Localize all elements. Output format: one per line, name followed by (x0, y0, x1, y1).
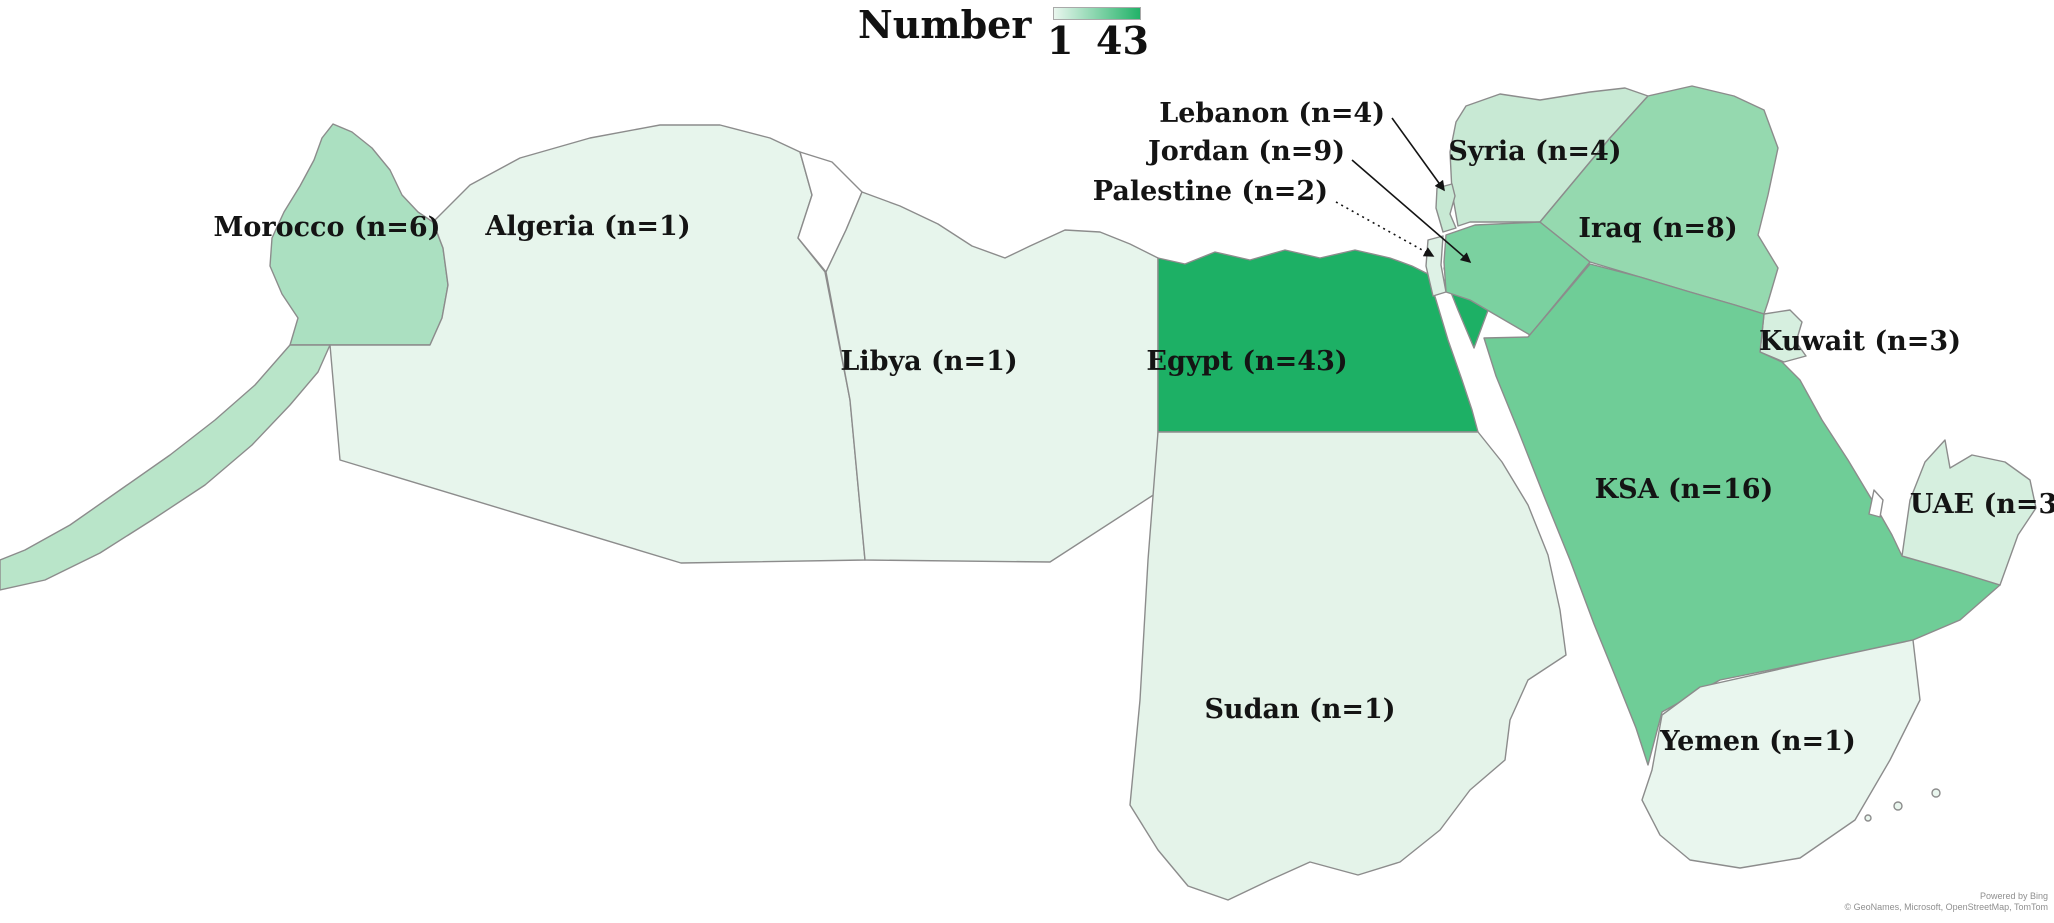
label-yemen: Yemen (n=1) (1659, 726, 1855, 757)
label-egypt: Egypt (n=43) (1146, 346, 1347, 377)
callout-arrow-jordan (1351, 159, 1472, 264)
label-sudan: Sudan (n=1) (1204, 694, 1395, 725)
legend-min-value: 1 (1047, 18, 1074, 63)
country-libya (825, 191, 1159, 563)
label-lebanon: Lebanon (n=4) (1159, 98, 1385, 129)
country-algeria (329, 124, 866, 564)
label-morocco: Morocco (n=6) (213, 212, 440, 243)
country-iraq (1539, 85, 1779, 315)
label-palestine: Palestine (n=2) (1093, 176, 1328, 207)
legend-max-value: 43 (1096, 18, 1149, 63)
island-speck (1893, 801, 1903, 811)
callout-arrow-lebanon (1391, 117, 1445, 192)
label-ksa: KSA (n=16) (1595, 474, 1774, 505)
legend-gradient-bar (1053, 7, 1141, 20)
country-qatar-unshaded (1868, 489, 1884, 518)
label-syria: Syria (n=4) (1448, 136, 1621, 167)
label-jordan: Jordan (n=9) (1146, 136, 1345, 167)
label-kuwait: Kuwait (n=3) (1759, 326, 1961, 357)
island-speck (1864, 814, 1872, 822)
island-speck (1931, 788, 1941, 798)
label-uae: UAE (n=3) (1910, 489, 2054, 520)
country-western-sahara (0, 344, 331, 591)
country-lebanon (1435, 183, 1457, 233)
attribution-powered-by: Powered by Bing (1979, 891, 2048, 901)
country-yemen (1641, 639, 1921, 869)
label-iraq: Iraq (n=8) (1578, 213, 1737, 244)
country-uae (1901, 439, 2037, 586)
label-algeria: Algeria (n=1) (484, 211, 690, 242)
legend-title: Number (858, 2, 1032, 47)
label-libya: Libya (n=1) (840, 346, 1017, 377)
map-attribution: Powered by Bing © GeoNames, Microsoft, O… (1844, 891, 2048, 913)
callout-arrow-palestine (1335, 201, 1435, 257)
attribution-copyright: © GeoNames, Microsoft, OpenStreetMap, To… (1844, 902, 2048, 912)
country-sudan (1129, 431, 1567, 901)
